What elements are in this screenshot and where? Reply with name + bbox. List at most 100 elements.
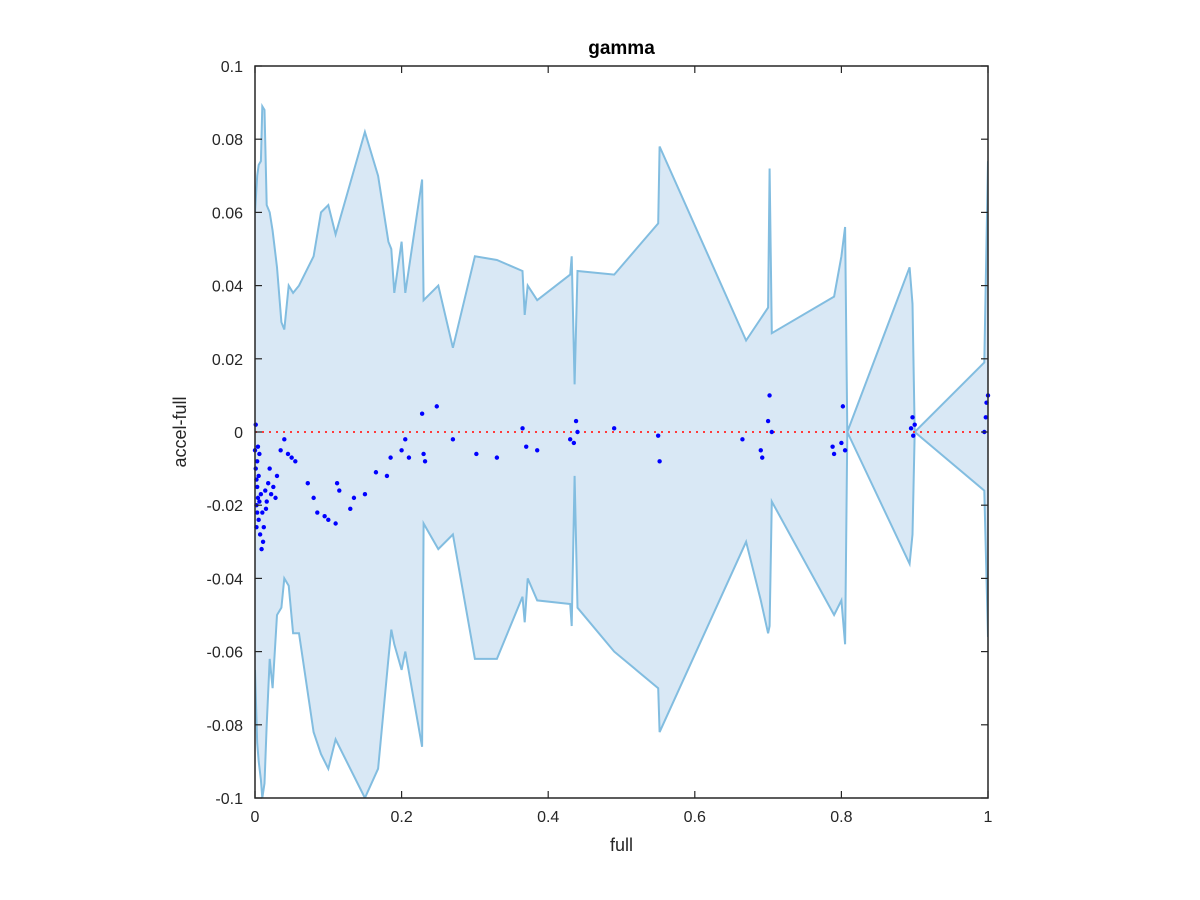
y-tick-label: -0.1	[215, 791, 243, 808]
scatter-point	[271, 484, 276, 490]
scatter-point	[257, 532, 263, 537]
x-tick-label: 0.8	[830, 809, 852, 826]
scatter-point	[351, 495, 357, 501]
scatter-point	[419, 411, 425, 416]
y-tick-label: 0.1	[221, 59, 243, 76]
scatter-point	[406, 455, 412, 460]
scatter-point	[839, 440, 844, 446]
scatter-point	[311, 495, 316, 501]
scatter-point	[575, 429, 580, 435]
scatter-point	[655, 433, 661, 438]
scatter-point	[912, 422, 917, 427]
scatter-point	[422, 459, 428, 464]
scatter-point	[305, 481, 310, 486]
scatter-point	[254, 510, 260, 515]
x-tick-label: 0.6	[684, 809, 706, 826]
x-tick-label: 1	[984, 809, 993, 826]
y-tick-label: -0.06	[207, 645, 244, 662]
scatter-point	[282, 437, 287, 442]
y-tick-label: -0.04	[207, 571, 244, 588]
scatter-point	[910, 415, 915, 420]
scatter-point	[255, 444, 261, 449]
scatter-point	[293, 459, 298, 464]
scatter-point	[911, 433, 916, 438]
scatter-point	[494, 455, 500, 460]
scatter-point	[384, 473, 390, 479]
scatter-point	[257, 451, 262, 457]
scatter-point	[255, 495, 261, 501]
x-tick-label: 0	[251, 809, 260, 826]
scatter-point	[983, 415, 989, 420]
scatter-point	[256, 473, 261, 479]
scatter-point	[421, 451, 426, 457]
scatter-point	[740, 437, 745, 442]
scatter-point	[261, 524, 266, 530]
y-axis-label: accel-full	[170, 396, 190, 467]
scatter-point	[264, 499, 269, 504]
scatter-point	[567, 437, 573, 442]
scatter-point	[434, 404, 439, 409]
scatter-point	[254, 459, 260, 464]
scatter-point	[333, 521, 338, 526]
chart-title: gamma	[588, 38, 655, 59]
scatter-point	[840, 404, 846, 409]
y-tick-label: 0.06	[212, 205, 243, 222]
scatter-point	[260, 510, 265, 515]
scatter-point	[520, 426, 525, 431]
scatter-point	[258, 492, 264, 497]
scatter-point	[285, 451, 291, 457]
scatter-point	[474, 451, 479, 457]
band-fill	[255, 106, 988, 798]
scatter-point	[450, 437, 456, 442]
scatter-point	[265, 481, 271, 486]
scatter-point	[254, 484, 260, 490]
y-tick-label: 0.02	[212, 352, 243, 369]
scatter-point	[403, 437, 408, 442]
scatter-point	[334, 481, 340, 486]
scatter-point	[760, 455, 765, 460]
x-axis-ticks: 0 0.2 0.4 0.6 0.8 1	[251, 66, 993, 826]
scatter-point	[263, 506, 269, 512]
scatter-point	[908, 426, 914, 431]
scatter-point	[348, 506, 353, 512]
scatter-point	[278, 448, 283, 453]
scatter-point	[259, 546, 264, 552]
scatter-point	[767, 393, 772, 398]
band-lower-edge	[255, 429, 988, 798]
y-tick-label: 0.08	[212, 132, 243, 149]
scatter-point	[758, 448, 763, 453]
scatter-point	[373, 470, 379, 475]
scatter-point	[268, 492, 274, 497]
y-tick-label: 0	[234, 425, 243, 442]
scatter-point	[611, 426, 617, 431]
scatter-point	[388, 455, 393, 460]
scatter-point	[289, 455, 294, 460]
scatter-point	[769, 429, 774, 435]
y-axis-ticks: -0.1 -0.08 -0.06 -0.04 -0.02 0 0.02 0.04 0.06 0.0…	[207, 59, 988, 808]
scatter-point	[257, 499, 262, 504]
scatter-point	[765, 418, 771, 424]
scatter-point	[326, 517, 331, 523]
scatter-point	[362, 492, 368, 497]
scatter-point	[273, 495, 278, 501]
scatter-point	[524, 444, 529, 449]
band-upper-edge	[255, 102, 988, 435]
x-axis-label: full	[610, 835, 633, 855]
scatter-point	[842, 448, 848, 453]
scatter-point	[535, 448, 540, 453]
x-tick-label: 0.2	[390, 809, 412, 826]
scatter-point	[571, 440, 577, 446]
scatter-point	[267, 466, 272, 471]
confidence-band	[255, 102, 988, 798]
y-tick-label: 0.04	[212, 279, 243, 296]
scatter-point	[831, 451, 837, 457]
scatter-point	[337, 488, 342, 493]
scatter-point	[657, 459, 662, 464]
y-tick-label: -0.08	[207, 718, 244, 735]
plot-area: 0 0.2 0.4 0.6 0.8 1 -0.1 -0.08 -0.06 -0.04 -0.02 0…	[207, 59, 993, 826]
y-tick-label: -0.02	[207, 498, 244, 515]
scatter-point	[830, 444, 835, 449]
scatter-point	[399, 448, 404, 453]
scatter-point	[322, 513, 327, 519]
